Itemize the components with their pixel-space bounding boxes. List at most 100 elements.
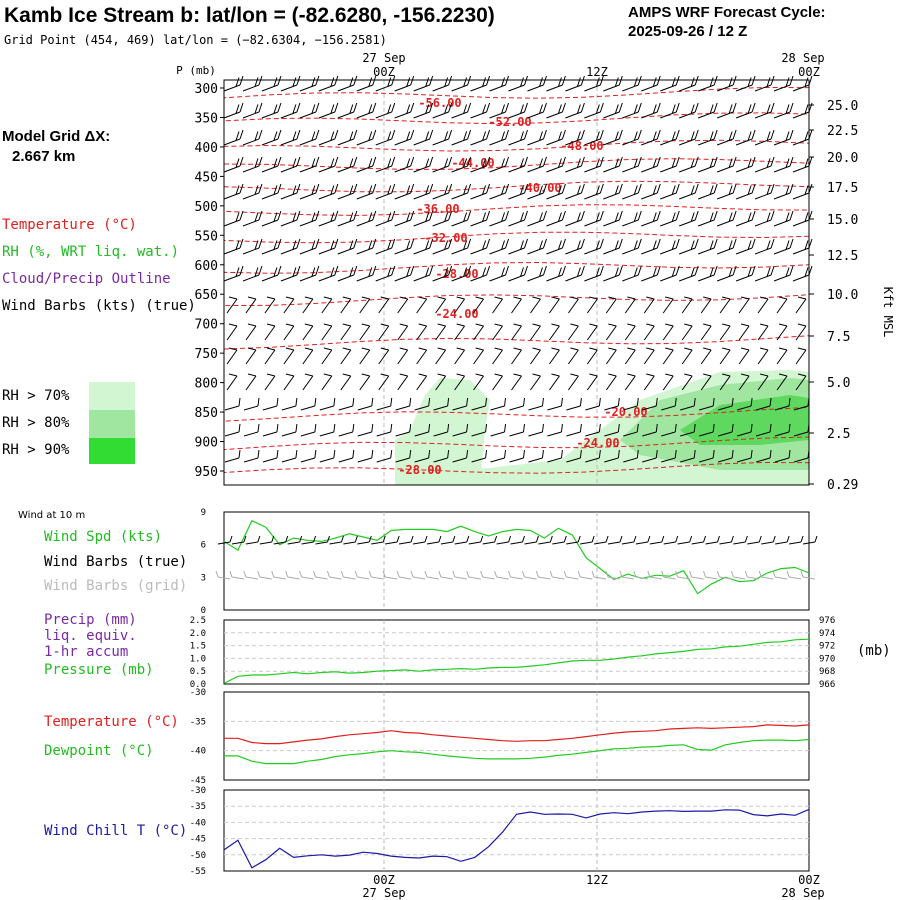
pressure-tick-label: 300 (195, 82, 218, 97)
wind-barb (280, 156, 301, 173)
wind-barb (432, 129, 453, 146)
wind-barb (773, 265, 794, 282)
wind-barb (643, 373, 655, 391)
wind-barb (586, 323, 598, 341)
wind-barb (773, 129, 794, 146)
wind-barb (299, 156, 320, 173)
wind-barb (416, 296, 428, 314)
wind-barb (394, 102, 415, 119)
wind-barb (492, 296, 503, 314)
forecast-cycle-value: 2025-09-26 / 12 Z (628, 23, 748, 40)
temperature-line (224, 724, 810, 745)
wind-barb-grid (730, 570, 746, 580)
height-tick-label: 15.0 (827, 213, 858, 228)
wind-barb (413, 183, 434, 200)
wind-barb (681, 323, 693, 341)
wind-barb (603, 238, 623, 255)
wind-barb (735, 210, 756, 227)
wind-barb (641, 183, 661, 200)
wind-barb (586, 296, 598, 314)
isotherm-line (223, 406, 810, 422)
wind-barb (528, 423, 544, 437)
wind-barb-true (635, 535, 651, 545)
wind-barb-true (538, 535, 553, 545)
height-tick-label: 5.0 (827, 376, 850, 391)
wind-barb (337, 102, 358, 119)
wind-barb (245, 347, 257, 365)
wind-barb (262, 449, 279, 463)
wind-barb-grid (354, 570, 370, 580)
wind-barb (549, 347, 560, 365)
wind-barb (433, 397, 450, 411)
wind-barb (226, 296, 238, 314)
wind-barb (584, 238, 604, 255)
wind-barb (451, 210, 472, 227)
isotherm-label: -24.00 (576, 436, 619, 450)
wind-barb (243, 449, 260, 463)
wind-barb-grid (299, 570, 314, 580)
wind-barb (357, 397, 374, 411)
wind-barb (776, 296, 788, 314)
wind-barb (549, 323, 560, 341)
wind-barb (681, 347, 693, 365)
wind-barb (679, 210, 699, 227)
wind-barb (679, 238, 699, 255)
wind-barb (662, 323, 674, 341)
wind-barb (473, 347, 484, 365)
wind-barb (565, 265, 585, 282)
y-tick-label: -50 (190, 851, 206, 861)
wind-barb-grid (215, 570, 231, 580)
wind-barb (416, 323, 428, 341)
wind-barb (774, 397, 791, 411)
wind-barb (473, 323, 484, 341)
wind-barb-true (468, 535, 484, 545)
wind-barb-grid (563, 570, 579, 580)
wind-barb (697, 238, 718, 255)
wind-barb (433, 423, 450, 437)
wind-barb (243, 423, 260, 437)
wind-barb (622, 210, 642, 227)
grid-point-subtitle: Grid Point (454, 469) lat/lon = (−82.630… (4, 33, 387, 47)
wind-barb (603, 210, 623, 227)
wind-barb (776, 347, 788, 365)
rh-90-label: RH > 90% (2, 442, 70, 458)
wind-barb (416, 347, 428, 365)
wind-barb (719, 347, 731, 365)
wind-barb (414, 449, 431, 463)
wind-barb-grid (605, 570, 621, 580)
wind-barb (337, 238, 358, 255)
wind-barb (660, 210, 680, 227)
temperature-label: Temperature (°C) (44, 714, 179, 730)
wind-barb (679, 102, 699, 119)
wind-barb (340, 323, 352, 341)
wind-barb (376, 397, 393, 411)
wind-barb (738, 347, 750, 365)
pressure-tick-label: 550 (195, 229, 218, 244)
wind-barb (546, 183, 566, 200)
wind-barb (302, 323, 314, 341)
isotherm-line (223, 204, 810, 217)
y-tick-label: 6 (201, 541, 206, 551)
wind-barb (679, 156, 699, 173)
legend-wind-barbs: Wind Barbs (kts) (true) (2, 298, 196, 314)
wind-barb (454, 347, 466, 365)
wind-barb (738, 323, 750, 341)
wind-barb-grid (313, 570, 328, 580)
top-label-12z: 12Z (586, 65, 608, 79)
wind-barb-true (788, 535, 804, 545)
wind-barb (508, 156, 528, 173)
wind-barb (470, 102, 491, 119)
wind-barb (262, 423, 279, 437)
wind-barb (395, 423, 412, 437)
wind-barb-true (705, 535, 720, 545)
wind-barb (567, 323, 579, 341)
wind-barb (433, 449, 450, 463)
panel-frame (223, 789, 810, 872)
wind-barb (697, 156, 718, 173)
wind-barb (299, 129, 320, 146)
wind-barb-grid (271, 570, 286, 580)
wind-barb (661, 397, 677, 411)
wind-barb (300, 397, 317, 411)
wind-barb (280, 129, 301, 146)
wind-speed-label: Wind Spd (kts) (44, 529, 163, 545)
